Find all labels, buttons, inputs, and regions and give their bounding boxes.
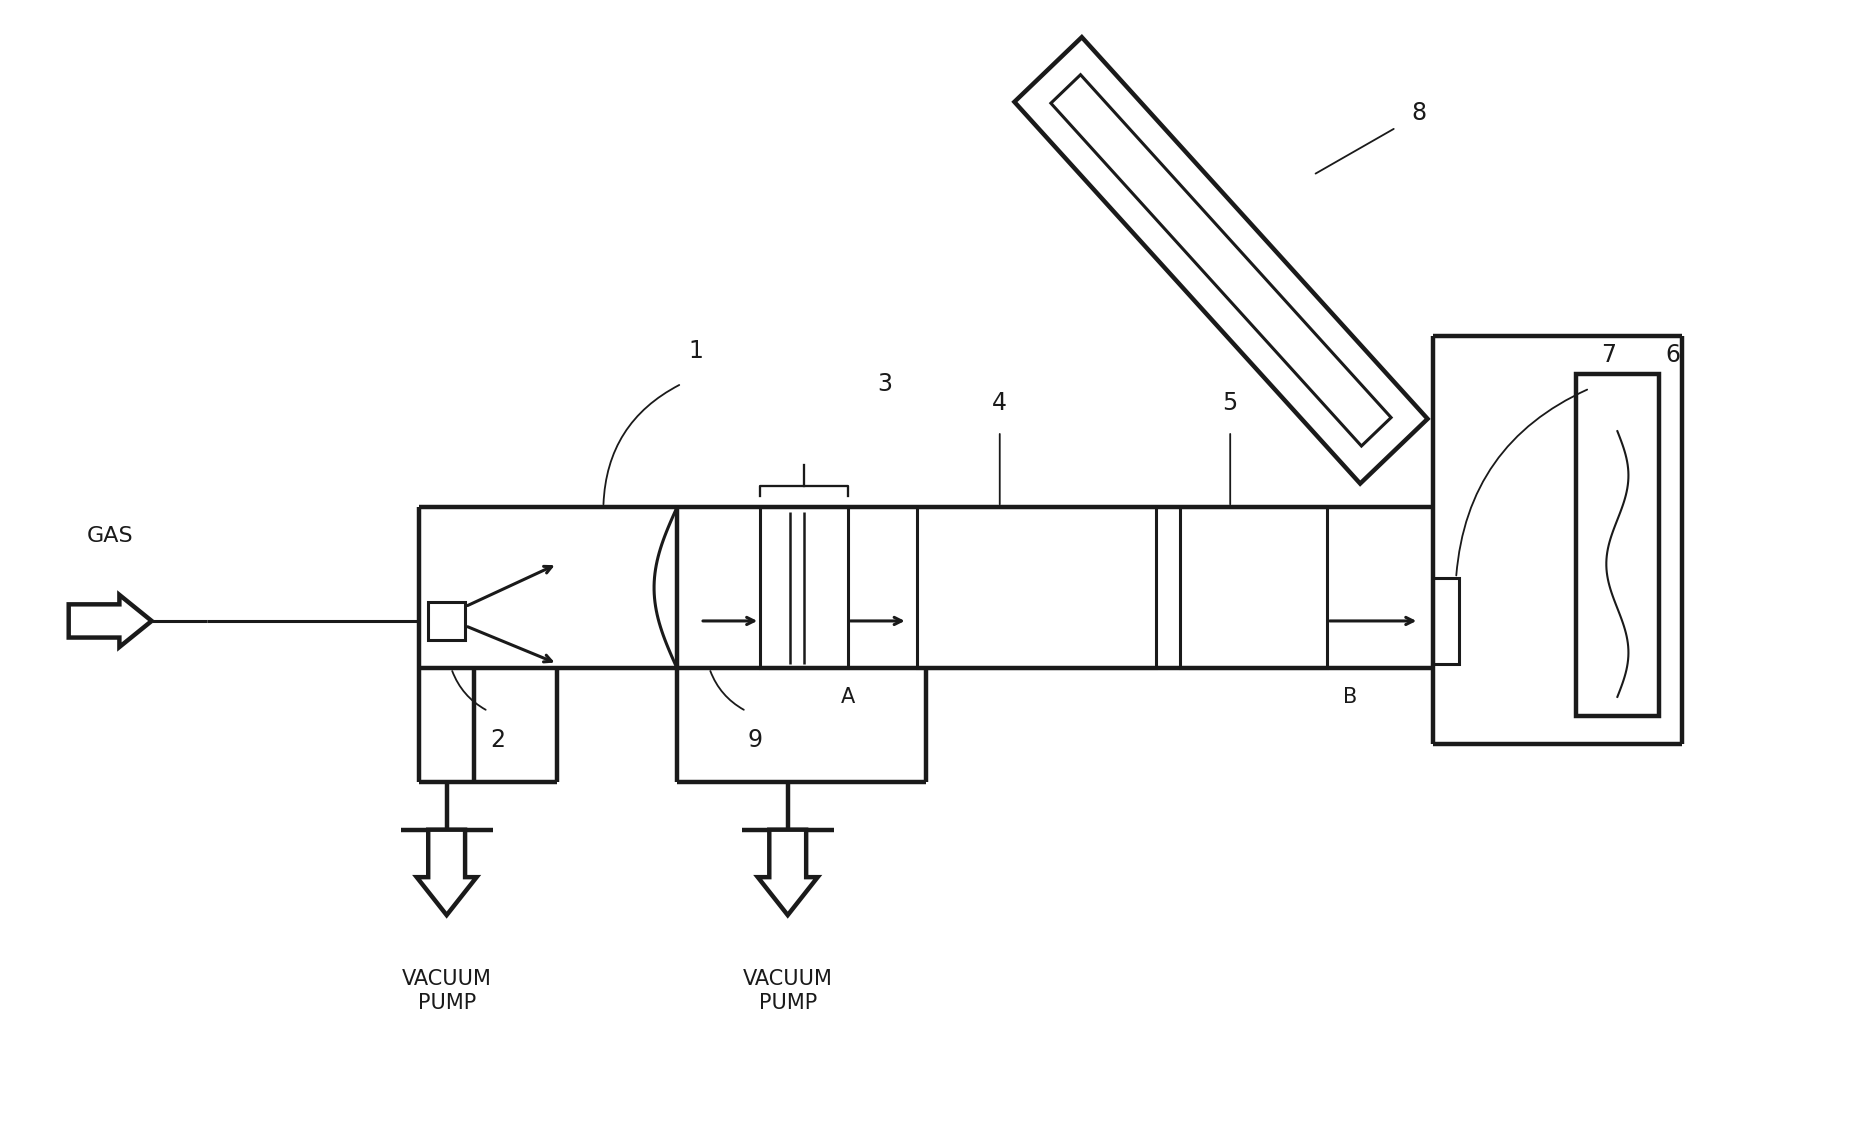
Text: A: A (841, 687, 856, 707)
Bar (917, 507, 1156, 669)
Text: 4: 4 (993, 391, 1007, 415)
FancyArrow shape (417, 829, 476, 915)
FancyArrow shape (69, 595, 152, 647)
Text: 2: 2 (489, 727, 506, 751)
FancyArrow shape (757, 829, 819, 915)
Bar (759, 507, 848, 669)
Bar (1180, 507, 1328, 669)
Polygon shape (1050, 75, 1391, 446)
Text: GAS: GAS (87, 525, 133, 546)
Text: 5: 5 (1222, 391, 1237, 415)
Text: 3: 3 (878, 372, 893, 396)
Text: 9: 9 (748, 727, 763, 751)
Text: B: B (1343, 687, 1358, 707)
Text: 7: 7 (1600, 343, 1615, 367)
Bar (1433, 578, 1459, 664)
Bar (428, 602, 465, 640)
Bar (1576, 374, 1659, 716)
Text: 6: 6 (1665, 343, 1680, 367)
Text: VACUUM
PUMP: VACUUM PUMP (743, 968, 833, 1014)
Text: 8: 8 (1411, 101, 1426, 125)
Text: 1: 1 (689, 338, 704, 362)
Text: VACUUM
PUMP: VACUUM PUMP (402, 968, 491, 1014)
